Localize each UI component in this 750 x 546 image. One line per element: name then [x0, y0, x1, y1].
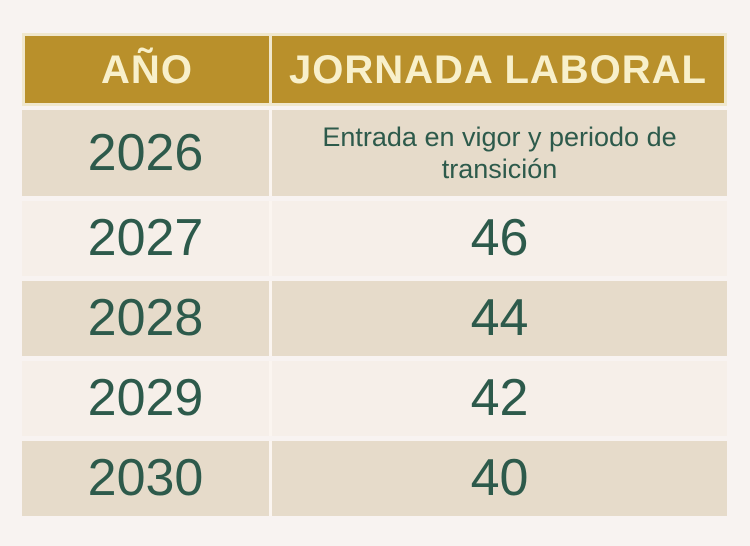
- jornada-cell: 40: [272, 441, 727, 516]
- table-row-2026: 2026 Entrada en vigor y periodo de trans…: [22, 110, 727, 196]
- column-header-ano: AÑO: [25, 36, 269, 103]
- column-header-jornada-laboral: JORNADA LABORAL: [272, 36, 724, 103]
- jornada-cell: 42: [272, 361, 727, 436]
- table-row-2030: 2030 40: [22, 441, 727, 516]
- table-row-2029: 2029 42: [22, 361, 727, 436]
- table-row-2028: 2028 44: [22, 281, 727, 356]
- work-schedule-table: AÑO JORNADA LABORAL 2026 Entrada en vigo…: [22, 33, 727, 516]
- year-cell: 2030: [22, 441, 269, 516]
- year-cell: 2026: [22, 110, 269, 196]
- jornada-cell: Entrada en vigor y periodo de transición: [272, 110, 727, 196]
- year-cell: 2028: [22, 281, 269, 356]
- jornada-cell: 44: [272, 281, 727, 356]
- jornada-cell: 46: [272, 201, 727, 276]
- year-cell: 2029: [22, 361, 269, 436]
- year-cell: 2027: [22, 201, 269, 276]
- table-header-row: AÑO JORNADA LABORAL: [22, 33, 727, 106]
- table-row-2027: 2027 46: [22, 201, 727, 276]
